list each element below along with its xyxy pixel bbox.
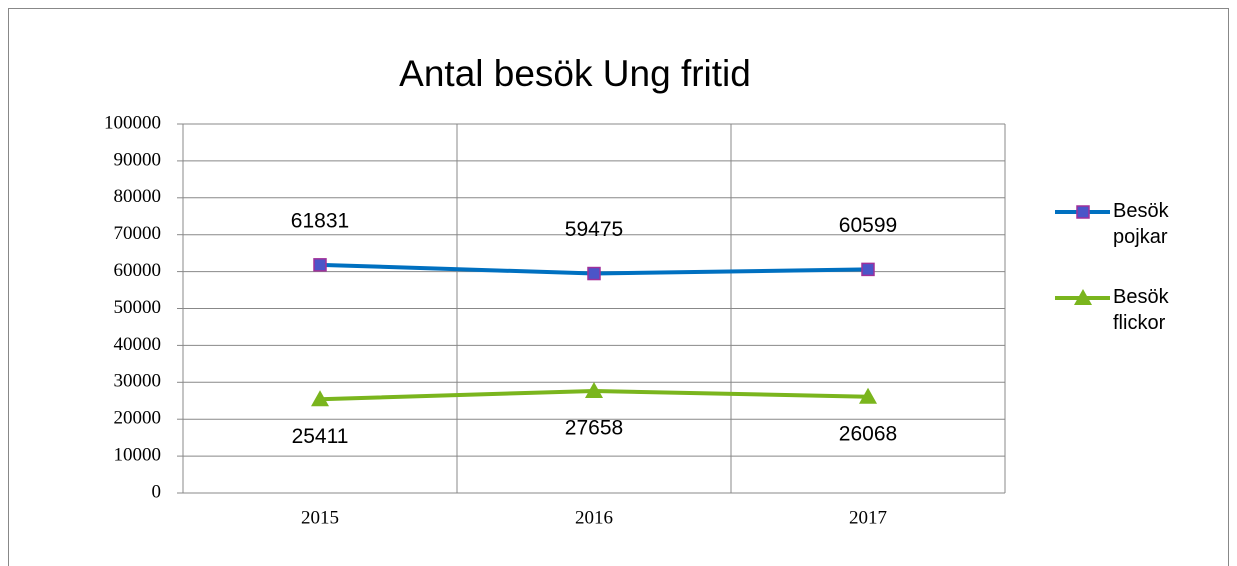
legend-marker [1074,289,1092,305]
data-label: 26068 [839,422,897,445]
data-label: 25411 [292,425,349,448]
y-tick-label: 100000 [104,112,161,133]
y-tick-label: 40000 [114,334,162,355]
data-label: 61831 [291,209,349,232]
y-tick-label: 20000 [114,408,162,429]
series-marker [585,381,603,398]
chart-title: Antal besök Ung fritid [399,53,751,94]
x-tick-label: 2015 [301,507,339,528]
data-label: 27658 [565,416,623,439]
x-tick-label: 2017 [849,507,887,528]
series-marker [313,258,327,272]
y-tick-label: 0 [152,481,162,502]
series-marker [587,266,601,281]
y-tick-label: 70000 [114,223,162,244]
chart-frame [8,8,1229,566]
y-tick-label: 10000 [114,444,162,465]
y-tick-label: 90000 [114,149,162,170]
y-tick-label: 60000 [114,260,162,281]
legend-marker [1076,205,1090,219]
y-tick-label: 80000 [114,186,162,207]
series-marker [861,262,875,277]
series-marker [859,387,877,404]
legend-label: Besök flickor [1113,286,1169,334]
data-label: 59475 [565,218,623,241]
y-tick-label: 50000 [114,297,162,318]
x-tick-label: 2016 [575,507,613,528]
data-label: 60599 [839,214,897,237]
legend-label: Besök pojkar [1113,200,1169,248]
y-tick-label: 30000 [114,371,162,392]
series-marker [311,390,329,407]
